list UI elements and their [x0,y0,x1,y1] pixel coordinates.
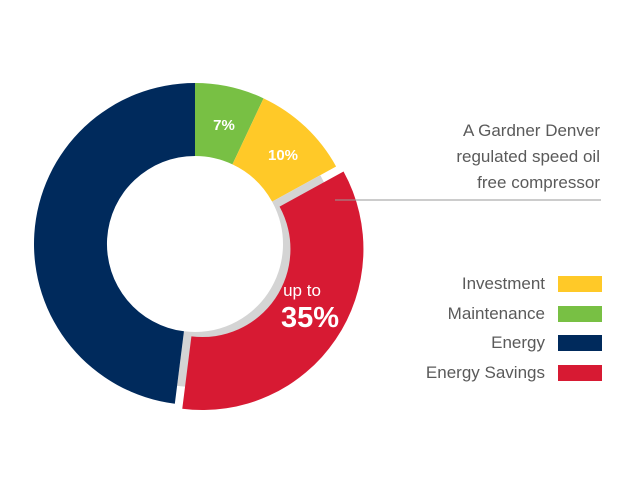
legend-swatch [558,276,602,292]
slice-maintenance [195,83,264,165]
annotation-line-3: free compressor [477,173,600,192]
donut-slices [34,83,364,411]
compressor-annotation: A Gardner Denver regulated speed oil fre… [400,118,600,196]
legend-item-energy-savings: Energy Savings [360,363,602,383]
annotation-line-2: regulated speed oil [456,147,600,166]
legend-item-investment: Investment [360,274,602,294]
chart-legend: Investment Maintenance Energy Energy Sav… [360,274,602,392]
legend-label: Energy [491,333,545,352]
slice-investment [232,98,337,202]
savings-prefix-label: up to [283,281,321,300]
data-label-investment: 10% [268,147,298,164]
legend-label: Maintenance [447,303,545,323]
data-label-maintenance: 7% [213,117,235,134]
legend-label: Investment [461,274,545,293]
slice-energy [34,83,195,404]
legend-item-maintenance: Maintenance [360,304,602,324]
slice-energy-savings [182,171,364,411]
legend-item-energy: Energy [360,333,602,353]
annotation-line-1: A Gardner Denver [462,121,600,140]
legend-swatch [558,364,602,381]
legend-swatch [558,335,602,351]
savings-value-label: 35% [281,302,339,334]
legend-swatch [558,305,602,322]
legend-label: Energy Savings [425,362,545,382]
